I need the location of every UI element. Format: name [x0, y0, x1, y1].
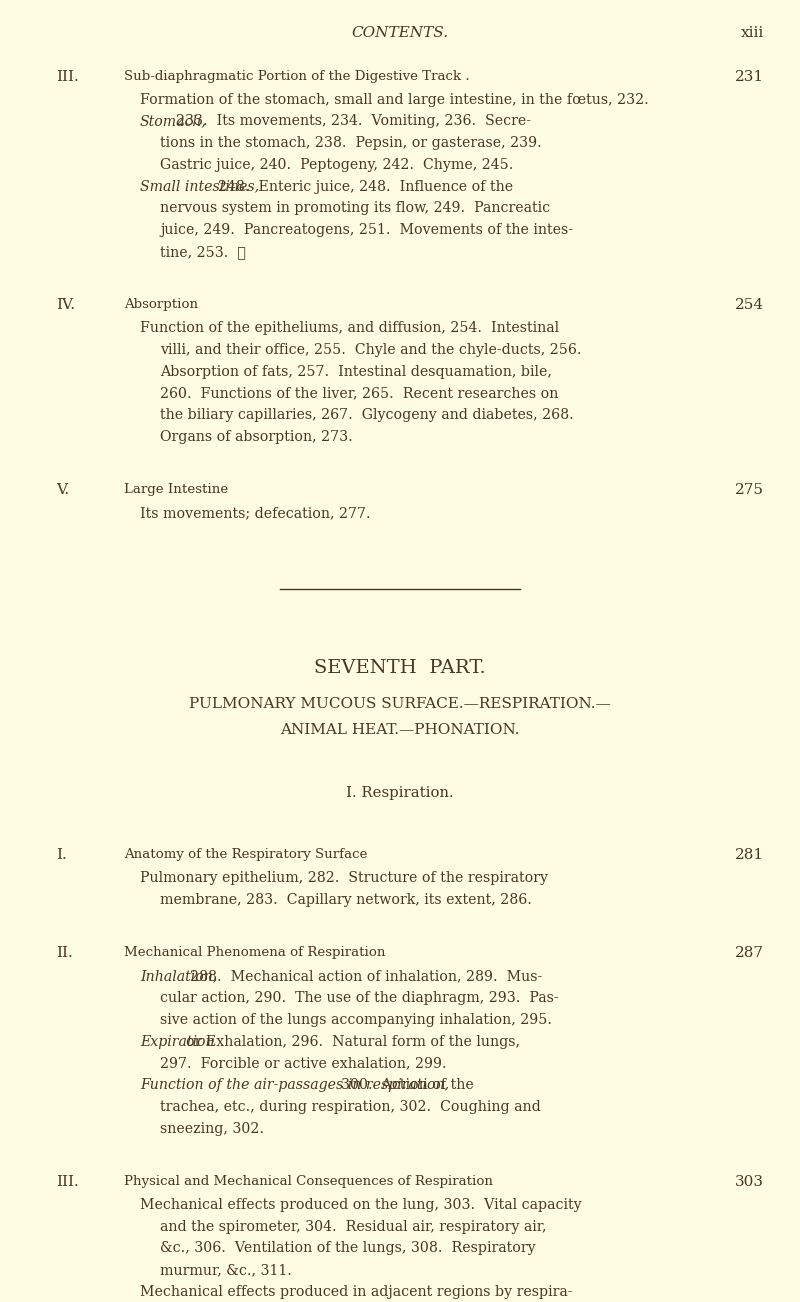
Text: III.: III. [56, 1174, 78, 1189]
Text: Sub-diaphragmatic Portion of the Digestive Track .: Sub-diaphragmatic Portion of the Digesti… [124, 69, 470, 82]
Text: Small intestines,: Small intestines, [140, 180, 259, 194]
Text: Inhalation,: Inhalation, [140, 969, 218, 983]
Text: Mechanical effects produced in adjacent regions by respira-: Mechanical effects produced in adjacent … [140, 1285, 573, 1299]
Text: 248.  Enteric juice, 248.  Influence of the: 248. Enteric juice, 248. Influence of th… [218, 180, 513, 194]
Text: 275: 275 [735, 483, 764, 497]
Text: 287: 287 [735, 947, 764, 961]
Text: Mechanical Phenomena of Respiration: Mechanical Phenomena of Respiration [124, 947, 386, 960]
Text: Gastric juice, 240.  Peptogeny, 242.  Chyme, 245.: Gastric juice, 240. Peptogeny, 242. Chym… [160, 158, 514, 172]
Text: I. Respiration.: I. Respiration. [346, 785, 454, 799]
Text: Stomach,: Stomach, [140, 115, 207, 129]
Text: sive action of the lungs accompanying inhalation, 295.: sive action of the lungs accompanying in… [160, 1013, 552, 1027]
Text: murmur, &c., 311.: murmur, &c., 311. [160, 1263, 292, 1277]
Text: xiii: xiii [741, 26, 764, 40]
Text: juice, 249.  Pancreatogens, 251.  Movements of the intes-: juice, 249. Pancreatogens, 251. Movement… [160, 223, 573, 237]
Text: 281: 281 [735, 849, 764, 862]
Text: tine, 253.  ✿: tine, 253. ✿ [160, 245, 246, 259]
Text: 297.  Forcible or active exhalation, 299.: 297. Forcible or active exhalation, 299. [160, 1056, 446, 1070]
Text: Large Intestine: Large Intestine [124, 483, 228, 496]
Text: Its movements; defecation, 277.: Its movements; defecation, 277. [140, 506, 370, 519]
Text: &c., 306.  Ventilation of the lungs, 308.  Respiratory: &c., 306. Ventilation of the lungs, 308.… [160, 1241, 536, 1255]
Text: 303: 303 [735, 1174, 764, 1189]
Text: V.: V. [56, 483, 69, 497]
Text: Organs of absorption, 273.: Organs of absorption, 273. [160, 430, 353, 444]
Text: PULMONARY MUCOUS SURFACE.—RESPIRATION.—: PULMONARY MUCOUS SURFACE.—RESPIRATION.— [189, 697, 611, 711]
Text: 254: 254 [735, 298, 764, 312]
Text: Function of the epitheliums, and diffusion, 254.  Intestinal: Function of the epitheliums, and diffusi… [140, 322, 559, 335]
Text: III.: III. [56, 69, 78, 83]
Text: Physical and Mechanical Consequences of Respiration: Physical and Mechanical Consequences of … [124, 1174, 493, 1187]
Text: 260.  Functions of the liver, 265.  Recent researches on: 260. Functions of the liver, 265. Recent… [160, 387, 558, 401]
Text: membrane, 283.  Capillary network, its extent, 286.: membrane, 283. Capillary network, its ex… [160, 893, 532, 907]
Text: cular action, 290.  The use of the diaphragm, 293.  Pas-: cular action, 290. The use of the diaphr… [160, 991, 558, 1005]
Text: and the spirometer, 304.  Residual air, respiratory air,: and the spirometer, 304. Residual air, r… [160, 1220, 546, 1233]
Text: IV.: IV. [56, 298, 75, 312]
Text: II.: II. [56, 947, 73, 961]
Text: ANIMAL HEAT.—PHONATION.: ANIMAL HEAT.—PHONATION. [280, 723, 520, 737]
Text: I.: I. [56, 849, 66, 862]
Text: Absorption: Absorption [124, 298, 198, 311]
Text: 288.  Mechanical action of inhalation, 289.  Mus-: 288. Mechanical action of inhalation, 28… [190, 969, 542, 983]
Text: Pulmonary epithelium, 282.  Structure of the respiratory: Pulmonary epithelium, 282. Structure of … [140, 871, 548, 885]
Text: sneezing, 302.: sneezing, 302. [160, 1122, 264, 1135]
Text: or Exhalation, 296.  Natural form of the lungs,: or Exhalation, 296. Natural form of the … [186, 1035, 520, 1048]
Text: 233.  Its movements, 234.  Vomiting, 236.  Secre-: 233. Its movements, 234. Vomiting, 236. … [177, 115, 531, 129]
Text: the biliary capillaries, 267.  Glycogeny and diabetes, 268.: the biliary capillaries, 267. Glycogeny … [160, 409, 574, 422]
Text: nervous system in promoting its flow, 249.  Pancreatic: nervous system in promoting its flow, 24… [160, 202, 550, 216]
Text: SEVENTH  PART.: SEVENTH PART. [314, 659, 486, 677]
Text: Expiration: Expiration [140, 1035, 214, 1048]
Text: CONTENTS.: CONTENTS. [351, 26, 449, 40]
Text: trachea, etc., during respiration, 302.  Coughing and: trachea, etc., during respiration, 302. … [160, 1100, 541, 1115]
Text: Function of the air-passages in respiration,: Function of the air-passages in respirat… [140, 1078, 449, 1092]
Text: Absorption of fats, 257.  Intestinal desquamation, bile,: Absorption of fats, 257. Intestinal desq… [160, 365, 552, 379]
Text: Formation of the stomach, small and large intestine, in the fœtus, 232.: Formation of the stomach, small and larg… [140, 92, 649, 107]
Text: 231: 231 [735, 69, 764, 83]
Text: tions in the stomach, 238.  Pepsin, or gasterase, 239.: tions in the stomach, 238. Pepsin, or ga… [160, 137, 542, 150]
Text: Mechanical effects produced on the lung, 303.  Vital capacity: Mechanical effects produced on the lung,… [140, 1198, 582, 1212]
Text: 300.  Action of the: 300. Action of the [341, 1078, 474, 1092]
Text: Anatomy of the Respiratory Surface: Anatomy of the Respiratory Surface [124, 849, 367, 862]
Text: villi, and their office, 255.  Chyle and the chyle-ducts, 256.: villi, and their office, 255. Chyle and … [160, 342, 582, 357]
